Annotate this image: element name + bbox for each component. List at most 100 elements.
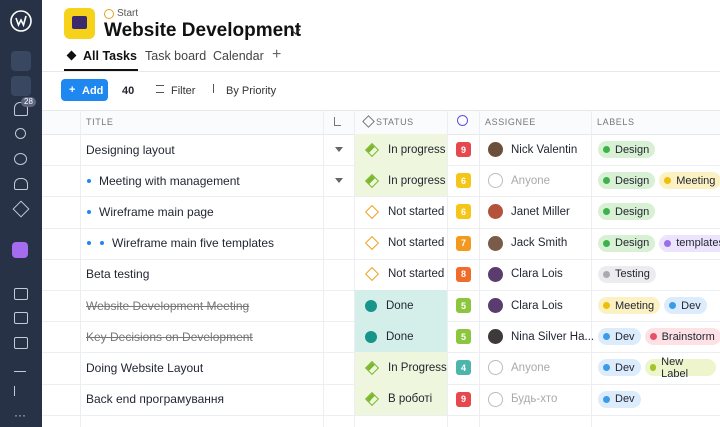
label-tag: Brainstorm — [644, 328, 720, 346]
add-tab[interactable]: + — [272, 46, 282, 63]
label-text: Design — [615, 237, 650, 250]
label-dot — [603, 270, 610, 278]
label-tag: New Label — [644, 356, 716, 380]
nav-timeline[interactable] — [14, 386, 27, 396]
title-cell: Back end програмування — [86, 384, 224, 415]
status: Done — [365, 321, 414, 352]
status-label: Not started — [388, 237, 445, 250]
subtask-icon-header — [334, 117, 341, 126]
subtask-bullet — [87, 178, 91, 183]
nav-projects[interactable] — [14, 288, 28, 300]
labels: Design — [598, 134, 659, 165]
assignee-name: Nick Valentin — [511, 143, 578, 156]
nav-more[interactable]: ··· — [14, 408, 26, 422]
label-tag: Design — [598, 234, 656, 252]
label-text: templates — [676, 237, 720, 250]
label-dot — [669, 302, 677, 310]
breadcrumb-icon — [104, 9, 114, 19]
task-count: 40 — [122, 85, 135, 97]
nav-reports[interactable] — [14, 361, 26, 372]
task-title: Doing Website Layout — [86, 360, 204, 375]
label-tag: Design — [598, 203, 656, 221]
notification-badge: 28 — [21, 97, 36, 107]
logo-mark — [15, 15, 27, 28]
label-dot — [664, 239, 672, 247]
tab[interactable]: Calendar — [213, 49, 264, 63]
task-row[interactable]: Meeting with management In progress 6 Anyon… — [42, 165, 720, 198]
filter-button[interactable]: Filter — [171, 85, 196, 97]
nav-chat[interactable] — [14, 153, 27, 165]
nav-tasks[interactable] — [11, 76, 31, 96]
label-text: Dev — [615, 361, 635, 374]
breadcrumb[interactable]: Start — [117, 8, 139, 19]
labels: Design — [598, 196, 659, 227]
status-label: В роботі — [388, 393, 433, 406]
label-text: Meeting — [615, 299, 655, 312]
avatar-placeholder — [488, 391, 503, 407]
priority-badge: 6 — [456, 173, 471, 189]
tab[interactable]: Task board — [145, 49, 206, 63]
status-icon — [364, 360, 380, 376]
label-dot — [603, 177, 610, 185]
task-title: Key Decisions on Development — [86, 329, 253, 344]
status-label: In progress — [388, 174, 446, 187]
add-button[interactable] — [61, 79, 108, 101]
task-title: Back end програмування — [86, 392, 224, 407]
label-tag: Dev — [598, 390, 641, 408]
status: Not started — [364, 259, 444, 290]
status-icon — [364, 236, 380, 251]
nav-favorites[interactable] — [12, 200, 30, 218]
logo-ring — [10, 10, 32, 32]
nav-search[interactable] — [15, 128, 26, 139]
label-tag: Dev — [598, 328, 641, 346]
label-dot — [649, 333, 657, 341]
avatar — [488, 204, 503, 220]
assignee: Clara Lois — [488, 290, 563, 321]
title-cell: Wireframe main five templates — [86, 228, 274, 259]
task-row[interactable]: Designing layout In progress 9 Nick Valenti… — [42, 134, 720, 167]
avatar-placeholder — [488, 360, 503, 376]
tab-label: Calendar — [213, 49, 264, 63]
title-cell: Website Development Meeting — [86, 290, 249, 321]
status: Not started — [364, 196, 444, 227]
column-divider — [354, 110, 355, 427]
title-cell: Beta testing — [86, 259, 149, 290]
assignee: Clara Lois — [488, 259, 563, 290]
sort-button[interactable]: By Priority — [226, 85, 277, 97]
title-cell: Key Decisions on Development — [86, 321, 253, 352]
tab[interactable]: All Tasks — [64, 49, 137, 63]
tab-icon — [66, 50, 77, 61]
label-text: New Label — [661, 355, 689, 380]
label-text: Testing — [615, 268, 650, 281]
status: In Progress — [364, 352, 447, 383]
task-row[interactable]: Wireframe main five templates Not started… — [42, 228, 720, 260]
nav-home[interactable] — [11, 51, 31, 71]
nav-create[interactable] — [12, 242, 28, 258]
status: In progress — [364, 165, 446, 196]
task-row[interactable]: Wireframe main page Not started 6 Janet Mil… — [42, 196, 720, 229]
nav-docs[interactable] — [14, 312, 28, 324]
task-row[interactable]: Doing Website Layout In Progress 4 Anyone De… — [42, 352, 720, 385]
label-dot — [603, 333, 610, 341]
add-button-label: Add — [82, 85, 104, 97]
status-icon — [364, 392, 380, 407]
label-dot — [664, 177, 672, 185]
task-row[interactable]: Key Decisions on Development Done 5 Nina Si… — [42, 321, 720, 354]
priority-badge: 4 — [456, 360, 471, 376]
header-row — [42, 110, 720, 135]
nav-people[interactable] — [14, 178, 28, 190]
label-dot — [649, 364, 657, 372]
tabs-divider — [42, 71, 720, 72]
expand-arrow — [335, 147, 343, 152]
status-icon — [364, 142, 380, 157]
page-title: Website Development — [104, 20, 302, 41]
assignee-name: Janet Miller — [511, 205, 570, 218]
project-icon-glyph — [72, 16, 87, 29]
task-row[interactable]: Website Development Meeting Done 5 Clara Lo… — [42, 290, 720, 323]
assignee-name: Anyone — [511, 174, 551, 187]
nav-boards[interactable] — [14, 337, 28, 349]
label-text: Dev — [615, 330, 635, 343]
task-table: TITLE STATUS ASSIGNEE LABELS Designing layou… — [42, 110, 720, 427]
task-row[interactable]: Beta testing Not started 8 Clara Lois Testin… — [42, 259, 720, 291]
task-row[interactable]: Back end програмування В роботі 9 Будь-хто D… — [42, 383, 720, 416]
